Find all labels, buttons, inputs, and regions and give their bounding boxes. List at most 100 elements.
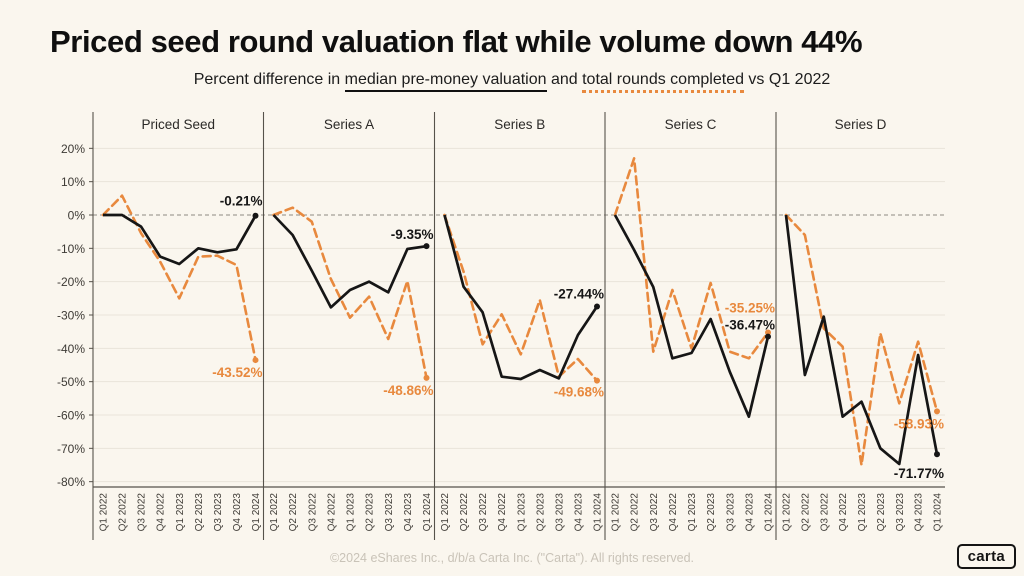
endpoint-label: -27.44% [554,286,604,301]
x-axis-label: Q1 2023 [175,493,186,532]
panel-series-b: Series B -27.44% -49.68% Q1 2022 Q2 2022 Q3 2… [440,117,604,531]
panel-title: Series A [324,117,374,132]
x-axis-label: Q4 2023 [403,493,414,532]
x-axis-label: Q1 2022 [440,493,451,532]
x-axis-label: Q2 2023 [706,493,717,532]
subtitle-mid: and [546,71,583,88]
rounds-endpoint [594,377,600,384]
y-axis-label: -60% [57,408,85,422]
x-axis-label: Q1 2022 [99,493,110,532]
x-axis-label: Q3 2023 [213,493,224,532]
panel-title: Series D [835,117,887,132]
x-axis-label: Q4 2023 [573,493,584,532]
panel-series-c: Series C -35.25% -36.47% Q1 2022 Q2 2022 Q3 2… [611,117,776,531]
x-axis-label: Q2 2022 [288,493,299,532]
y-axis-label: 20% [61,142,85,156]
endpoint-label: -58.93% [894,416,944,431]
subtitle-tail: vs Q1 2022 [743,71,831,88]
endpoint-label: -71.77% [894,466,944,481]
valuation-endpoint [934,451,940,458]
panel-title: Priced Seed [141,117,215,132]
y-axis-label: -30% [57,308,85,322]
x-axis-label: Q1 2024 [422,493,433,532]
x-axis-label: Q2 2023 [365,493,376,532]
x-axis-label: Q1 2023 [346,493,357,532]
rounds-line [272,206,428,380]
x-axis-label: Q3 2023 [895,493,906,532]
x-axis-label: Q3 2022 [649,493,660,532]
valuation-endpoint [594,303,600,310]
legend-valuation-label: median pre-money valuation [344,71,547,92]
x-axis-label: Q1 2023 [687,493,698,532]
rounds-endpoint [252,357,259,364]
x-axis-label: Q1 2024 [933,493,944,532]
valuation-endpoint [423,243,430,250]
page-subtitle: Percent difference in median pre-money v… [0,71,1024,93]
x-axis-label: Q4 2022 [838,493,849,532]
endpoint-label: -36.47% [725,318,775,333]
x-axis-label: Q1 2022 [782,493,793,532]
x-axis-label: Q2 2023 [876,493,887,532]
valuation-endpoint [252,212,259,219]
panel-series-d: Series D -58.93% -71.77% Q1 2022 Q2 2022 Q3 2… [782,117,945,531]
x-axis-label: Q1 2022 [611,493,622,532]
x-axis-label: Q3 2023 [554,493,565,532]
endpoint-label: -43.52% [212,365,262,380]
y-axis-label: -70% [57,442,85,456]
y-axis-label: 0% [68,209,86,223]
x-axis-label: Q2 2022 [800,493,811,532]
x-axis-label: Q4 2022 [668,493,679,532]
endpoint-label: -0.21% [220,194,263,209]
x-axis-label: Q4 2023 [914,493,925,532]
x-axis-label: Q4 2022 [497,493,508,532]
carta-logo: carta [956,544,1016,569]
rounds-line [101,194,257,362]
y-axis-label: -20% [57,275,85,289]
x-axis-label: Q1 2024 [764,493,775,532]
copyright-text: ©2024 eShares Inc., d/b/a Carta Inc. ("C… [329,551,695,565]
panel-title: Series B [494,117,545,132]
panel-priced-seed: Priced Seed -0.21% -43.52% Q1 2022 Q2 2022 Q3… [99,117,263,531]
page-title: Priced seed round valuation flat while v… [50,24,863,59]
rounds-line [613,157,770,360]
x-axis-label: Q3 2023 [384,493,395,532]
x-axis-label: Q2 2023 [535,493,546,532]
x-axis-label: Q4 2022 [326,493,337,532]
legend-rounds-label: total rounds completed [582,71,744,93]
valuation-line [272,214,427,309]
y-axis-label: -40% [57,342,85,356]
y-axis-label: -80% [57,475,85,489]
x-axis-label: Q1 2022 [269,493,280,532]
valuation-endpoint [765,333,771,340]
rounds-line [784,213,939,467]
x-axis-label: Q3 2022 [478,493,489,532]
x-axis-label: Q4 2023 [232,493,243,532]
valuation-line [103,213,257,266]
x-axis-label: Q3 2022 [819,493,830,532]
x-axis-label: Q3 2022 [137,493,148,532]
panel-title: Series C [665,117,717,132]
x-axis-label: Q4 2022 [156,493,167,532]
x-axis-label: Q1 2024 [251,493,262,532]
rounds-endpoint [423,374,430,381]
x-axis-label: Q1 2024 [593,493,604,532]
x-axis-label: Q4 2023 [744,493,755,532]
valuation-line [613,214,770,419]
endpoint-label: -9.35% [391,227,434,242]
endpoint-label: -49.68% [554,385,604,400]
endpoint-label: -48.86% [383,383,433,398]
x-axis-label: Q2 2022 [630,493,641,532]
x-axis-label: Q3 2023 [725,493,736,532]
valuation-line [443,214,599,381]
x-axis-label: Q1 2023 [857,493,868,532]
x-axis-label: Q2 2022 [459,493,470,532]
x-axis-label: Q2 2022 [118,493,129,532]
valuation-line [784,214,939,466]
panel-series-a: Series A -9.35% -48.86% Q1 2022 Q2 2022 Q3 20… [269,117,434,531]
rounds-endpoint [934,408,940,415]
x-axis-label: Q2 2023 [194,493,205,532]
y-axis-label: -10% [57,242,85,256]
y-axis-label: 10% [61,175,85,189]
